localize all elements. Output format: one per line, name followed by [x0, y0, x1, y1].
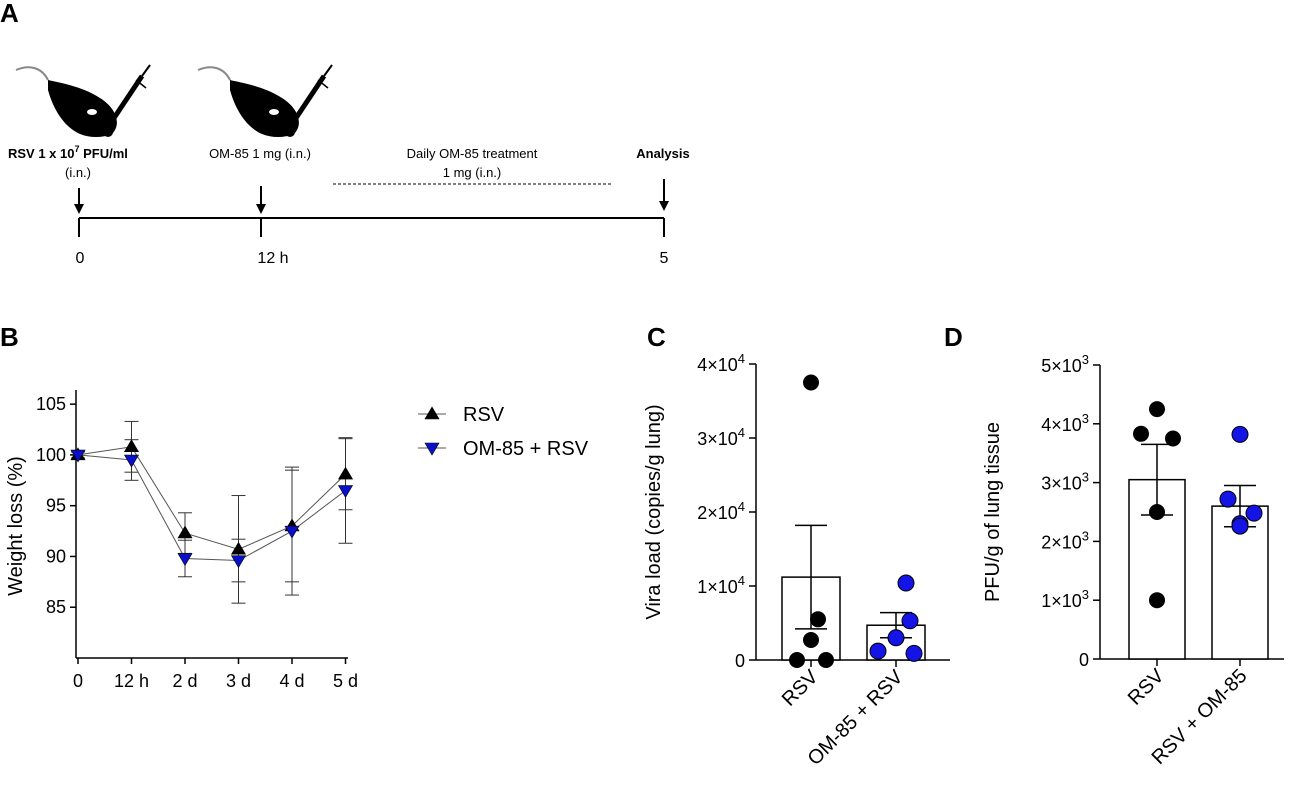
d-y-tick-label: 2×103	[1041, 528, 1089, 552]
timeline-arrow-3	[659, 179, 669, 211]
d-y-axis-title: PFU/g of lung tissue	[982, 422, 1004, 602]
d-x-tick-label: RSV	[1124, 665, 1169, 710]
b-y-tick-label: 95	[46, 496, 66, 516]
timeline-arrow-1	[74, 188, 84, 214]
c-y-tick-label: 3×104	[697, 425, 745, 449]
c-data-point	[810, 611, 826, 628]
timeline-step-1-label: RSV 1 x 107 PFU/ml	[8, 144, 128, 161]
b-y-axis-title: Weight loss (%)	[5, 456, 27, 596]
c-y-axis-title: Vira load (copies/g lung)	[643, 404, 665, 619]
panel-letter-d: D	[944, 322, 963, 352]
b-legend-label: OM-85 + RSV	[463, 438, 589, 460]
d-data-point	[1219, 490, 1237, 508]
b-legend-marker	[424, 406, 440, 420]
c-y-tick-label: 1×104	[697, 573, 745, 597]
timeline-tick-label-1: 0	[76, 250, 85, 267]
b-data-point	[230, 555, 247, 569]
b-x-tick-label: 0	[73, 671, 83, 691]
b-data-point	[123, 454, 140, 468]
b-data-point	[284, 525, 300, 539]
panel-letter-c: C	[647, 322, 666, 352]
b-series-line-0	[77, 446, 346, 550]
panel-letter-b: B	[0, 322, 19, 352]
panel-a: A RSV 1	[0, 0, 690, 267]
timeline-tick-label-3: 5	[660, 250, 669, 267]
b-data-point	[177, 553, 193, 567]
c-error-bar	[795, 524, 827, 630]
c-data-point	[869, 642, 887, 660]
timeline-step-2-label: OM-85 1 mg (i.n.)	[209, 146, 311, 161]
c-data-point	[789, 652, 805, 668]
timeline-tick-label-2: 12 h	[257, 250, 288, 267]
mouse-illustration-2	[197, 64, 333, 137]
chart-c-viral-load: 0 1×104 2×104 3×104 4×104 Vira load (copies/g…	[643, 351, 950, 770]
chart-b-weight-loss: 85 90 95 100 105 0 12 h 2 d 3 d 4 d 5 d Weight loss…	[5, 390, 589, 691]
d-y-tick-label: 4×103	[1041, 411, 1089, 435]
timeline-step-1-sublabel: (i.n.)	[65, 165, 91, 180]
d-data-point	[1149, 504, 1165, 520]
c-data-point	[803, 374, 819, 391]
d-data-point	[1231, 517, 1249, 535]
c-data-point	[897, 574, 915, 592]
b-data-point	[177, 525, 193, 539]
c-data-point	[803, 632, 819, 649]
timeline-step-3-label: Daily OM-85 treatment	[407, 146, 538, 161]
c-data-point	[905, 644, 923, 662]
timeline-step-4-label: Analysis	[636, 146, 689, 161]
b-y-tick-label: 105	[36, 394, 66, 414]
timeline-step-3-sublabel: 1 mg (i.n.)	[443, 165, 502, 180]
d-y-tick-label: 5×103	[1041, 352, 1089, 376]
b-data-point	[123, 439, 140, 453]
chart-d-pfu: 0 1×103 2×103 3×103 4×103 5×103 PFU/g of lung …	[982, 352, 1284, 769]
b-data-point	[70, 449, 86, 463]
d-data-point	[1231, 425, 1249, 443]
d-y-tick-label: 0	[1079, 650, 1089, 670]
b-data-point	[337, 485, 354, 499]
c-data-point	[818, 652, 834, 668]
c-y-tick-label: 2×104	[697, 499, 745, 523]
b-x-tick-label: 3 d	[226, 671, 251, 691]
d-data-point	[1149, 592, 1165, 609]
c-y-tick-label: 4×104	[697, 351, 745, 375]
c-data-point	[887, 629, 905, 647]
b-x-tick-label: 2 d	[172, 671, 197, 691]
d-data-point	[1149, 401, 1165, 418]
b-legend-label: RSV	[463, 404, 505, 426]
b-y-tick-label: 90	[46, 546, 66, 566]
b-x-tick-label: 12 h	[114, 671, 149, 691]
b-legend-marker	[424, 442, 440, 456]
mouse-illustration-1	[15, 64, 151, 137]
timeline-arrow-2	[256, 186, 266, 214]
panel-letter-a: A	[0, 0, 19, 28]
syringe-icon-1	[107, 64, 151, 127]
c-y-tick-label: 0	[735, 651, 745, 671]
b-x-tick-label: 4 d	[279, 671, 304, 691]
c-x-tick-label: RSV	[778, 666, 823, 711]
b-data-point	[337, 466, 354, 480]
syringe-icon-2	[289, 64, 333, 127]
d-y-tick-label: 1×103	[1041, 587, 1089, 611]
b-series-line-1	[77, 454, 346, 562]
b-y-tick-label: 100	[36, 445, 66, 465]
d-data-point	[1165, 430, 1181, 447]
d-data-point	[1245, 504, 1263, 522]
b-data-point	[230, 541, 247, 555]
b-x-tick-label: 5 d	[333, 671, 358, 691]
d-data-point	[1133, 425, 1149, 442]
c-data-point	[901, 612, 919, 630]
b-y-tick-label: 85	[46, 597, 66, 617]
d-y-tick-label: 3×103	[1041, 470, 1089, 494]
